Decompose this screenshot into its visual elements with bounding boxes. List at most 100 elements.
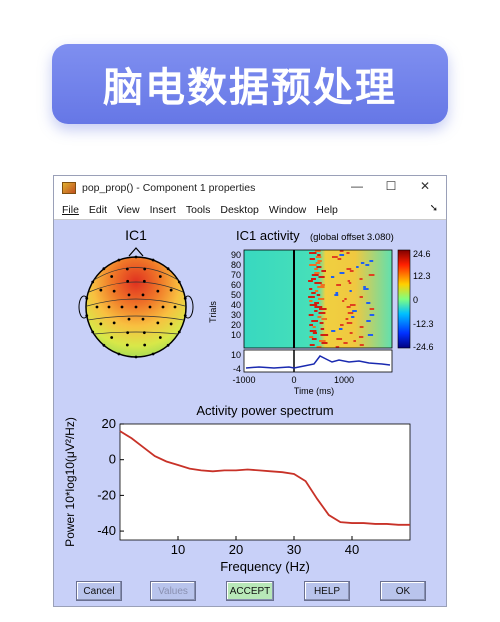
maximize-button[interactable]: ☐ <box>385 179 397 193</box>
topography-panel: IC1 <box>78 227 194 359</box>
erp-trial-speck <box>359 326 364 328</box>
erp-trial-speck <box>351 316 355 318</box>
erp-trial-peak <box>314 272 320 274</box>
erp-trial-speck <box>368 274 375 276</box>
electrode-dot <box>91 280 95 284</box>
erp-trial-speck <box>360 262 365 264</box>
erp-trial-speck <box>330 276 335 278</box>
erp-trial-peak <box>309 288 313 290</box>
window-title: pop_prop() - Component 1 properties <box>82 182 256 194</box>
erp-trial-speck <box>348 282 352 284</box>
erp-trace-axes <box>243 349 393 373</box>
menu-insert[interactable]: Insert <box>149 203 176 216</box>
electrode-dot <box>148 305 152 309</box>
menu-tools[interactable]: Tools <box>185 203 211 216</box>
menu-view[interactable]: View <box>117 203 140 216</box>
erp-xtick: -1000 <box>232 375 255 385</box>
power-spectrum-panel: Activity power spectrum 10 20 30 40 20 0 -20 -4… <box>63 403 411 574</box>
erp-image-panel: IC1 activity (global offset 3.080) Trial… <box>208 228 434 396</box>
electrode-dot <box>117 258 121 262</box>
erp-ytick: 80 <box>231 260 241 270</box>
erp-xtick: 0 <box>291 375 296 385</box>
erp-trial-speck <box>356 266 359 268</box>
spectrum-ytick: -20 <box>97 487 116 502</box>
erp-trial-speck <box>339 250 344 252</box>
erp-trial-speck <box>346 252 350 254</box>
erp-ylabel: Trials <box>208 301 218 323</box>
menu-edit[interactable]: Edit <box>88 203 108 216</box>
electrode-dot <box>127 317 131 321</box>
erp-trial-speck <box>358 336 364 338</box>
erp-trial-peak <box>311 338 317 340</box>
erp-trial-peak <box>321 342 328 344</box>
erp-trial-peak <box>319 308 327 310</box>
erp-trial-peak <box>314 282 322 284</box>
erp-trial-peak <box>315 256 322 258</box>
erp-trial-peak <box>318 312 326 314</box>
erp-image-heatmap <box>244 250 392 348</box>
electrode-dot <box>85 296 89 300</box>
electrode-dot <box>126 331 130 335</box>
electrode-dot <box>161 305 165 309</box>
cancel-button[interactable]: Cancel <box>76 581 122 601</box>
erp-trial-speck <box>345 318 349 320</box>
erp-trial-speck <box>331 330 336 332</box>
colorbar-tick: -12.3 <box>413 319 434 329</box>
values-button[interactable]: Values <box>150 581 196 601</box>
electrode-dot <box>142 331 146 335</box>
erp-trial-speck <box>347 280 351 282</box>
electrode-dot <box>117 352 121 356</box>
electrode-dot <box>126 279 130 283</box>
erp-trial-speck <box>340 324 344 326</box>
spectrum-ytick: 0 <box>109 452 116 467</box>
erp-trial-speck <box>337 258 342 260</box>
close-button[interactable]: ✕ <box>419 179 431 193</box>
erp-trial-peak <box>309 330 317 332</box>
erp-trial-peak <box>320 284 325 286</box>
electrode-dot <box>99 288 103 292</box>
menu-window[interactable]: Window <box>268 203 307 216</box>
erp-xlabel: Time (ms) <box>294 386 334 396</box>
electrode-dot <box>183 296 187 300</box>
minimize-button[interactable]: — <box>351 179 363 193</box>
spectrum-xtick: 30 <box>287 542 301 557</box>
erp-trial-peak <box>312 332 317 334</box>
electrode-dot <box>102 267 106 271</box>
erp-trial-peak <box>318 298 325 300</box>
electrode-dot <box>134 355 138 359</box>
electrode-dot <box>110 336 114 339</box>
erp-trial-peak <box>320 334 329 336</box>
electrode-dot <box>110 275 114 278</box>
erp-trial-speck <box>346 322 353 324</box>
erp-trial-speck <box>339 272 345 274</box>
electrode-dot <box>102 343 106 347</box>
electrode-dot <box>177 330 181 334</box>
help-button[interactable]: HELP <box>304 581 350 601</box>
erp-trial-speck <box>363 286 366 288</box>
electrode-dot <box>143 267 147 271</box>
erp-trial-speck <box>332 256 338 258</box>
accept-button[interactable]: ACCEPT <box>226 581 274 601</box>
electrode-dot <box>143 343 147 347</box>
electrode-dot <box>125 343 129 347</box>
electrode-dot <box>166 343 170 347</box>
electrode-dot <box>169 288 173 292</box>
electrode-dot <box>156 289 160 293</box>
toolbar-toggle-icon[interactable]: ➘ <box>429 203 438 214</box>
spectrum-series-line <box>119 430 410 526</box>
electrode-dot <box>134 305 138 309</box>
electrode-dot <box>156 321 160 325</box>
erp-yticks: 90 80 70 60 50 40 30 20 10 <box>231 250 241 340</box>
spectrum-ylabel: Power 10*log10(μV²/Hz) <box>63 417 77 547</box>
ok-button[interactable]: OK <box>380 581 426 601</box>
electrode-dot <box>141 293 145 297</box>
menu-help[interactable]: Help <box>316 203 338 216</box>
erp-trial-peak <box>319 322 324 324</box>
menu-desktop[interactable]: Desktop <box>220 203 259 216</box>
topo-electrodes <box>85 255 187 359</box>
menu-file[interactable]: File <box>62 203 79 216</box>
erp-trial-peak <box>314 290 319 292</box>
erp-ytick: 40 <box>231 300 241 310</box>
spectrum-xtick: 10 <box>171 542 185 557</box>
erp-trial-peak <box>314 250 321 252</box>
